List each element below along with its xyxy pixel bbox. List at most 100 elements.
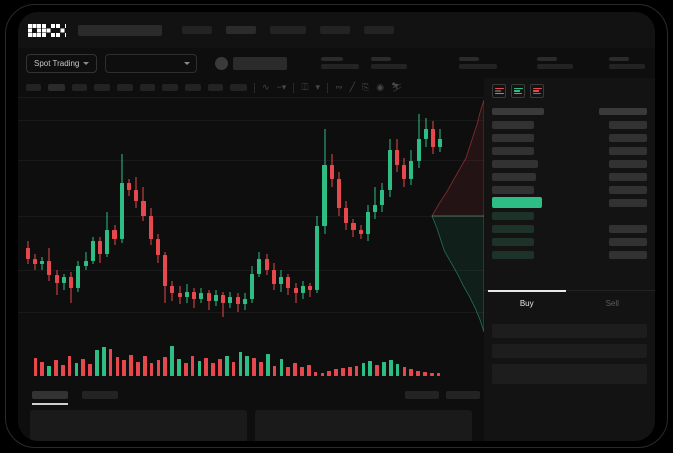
- interval-button[interactable]: [48, 84, 65, 91]
- interval-button[interactable]: [117, 84, 133, 91]
- orderbook-bids-icon[interactable]: [511, 84, 525, 98]
- candlestick: [69, 108, 74, 323]
- orderbook-both-icon[interactable]: [492, 84, 506, 98]
- candle-body: [409, 161, 414, 180]
- pair-select[interactable]: [105, 53, 198, 73]
- orders-action-button[interactable]: [405, 391, 439, 399]
- candle-body: [373, 204, 378, 212]
- volume-bar: [409, 369, 414, 376]
- orderbook-price-cell: [492, 146, 534, 155]
- orderbook-row[interactable]: [492, 144, 647, 157]
- orderbook-row[interactable]: [492, 170, 647, 183]
- avatar[interactable]: [215, 56, 229, 70]
- nav-item[interactable]: [226, 26, 256, 34]
- interval-button[interactable]: [208, 84, 223, 91]
- volume-bar: [115, 357, 120, 376]
- buy-sell-tabs: Buy Sell: [484, 290, 655, 316]
- orders-action-button[interactable]: [446, 391, 480, 399]
- orderbook-row[interactable]: [492, 209, 647, 222]
- tab-buy[interactable]: Buy: [484, 290, 570, 316]
- chevron-down-icon: [184, 61, 191, 65]
- orderbook-row[interactable]: [492, 157, 647, 170]
- nav-item[interactable]: [182, 26, 212, 34]
- candle-body: [293, 288, 298, 294]
- orderbook-row[interactable]: [492, 131, 647, 144]
- chevron-down-icon[interactable]: ▾: [315, 82, 321, 92]
- camera-icon[interactable]: ⎘: [362, 82, 370, 92]
- tab-orders-active[interactable]: [32, 391, 68, 405]
- bottom-panel-left[interactable]: [30, 410, 247, 441]
- toolbar-divider: [327, 82, 329, 93]
- okx-logo-icon: [28, 23, 66, 37]
- candle-body: [177, 293, 182, 298]
- interval-button[interactable]: [162, 84, 178, 91]
- orderbook-row[interactable]: [492, 105, 647, 118]
- volume-bar: [47, 366, 51, 376]
- orderbook-price-cell: [492, 108, 544, 115]
- orderbook-size-cell: [599, 108, 647, 115]
- candlestick: [170, 108, 175, 323]
- candlestick: [423, 108, 428, 323]
- candlestick: [257, 108, 262, 323]
- volume-bar: [388, 360, 393, 376]
- interval-button[interactable]: [185, 84, 201, 91]
- candle-body: [423, 128, 428, 140]
- okx-logo[interactable]: [28, 23, 66, 37]
- volume-bar: [204, 358, 209, 376]
- orderbook-row[interactable]: [492, 183, 647, 196]
- tab-orders-inactive[interactable]: [82, 391, 118, 399]
- candle-body: [98, 240, 103, 254]
- candlestick: [308, 108, 313, 323]
- settings-icon[interactable]: ◉: [376, 82, 385, 92]
- candle-body: [213, 295, 218, 301]
- orderbook-size-cell: [609, 172, 647, 181]
- candle-body: [40, 260, 45, 265]
- orderbook[interactable]: [484, 103, 655, 261]
- order-price-field[interactable]: [492, 324, 647, 338]
- orderbook-asks-icon[interactable]: [530, 84, 544, 98]
- order-total-field[interactable]: [492, 364, 647, 384]
- orderbook-last-price-row[interactable]: [492, 196, 647, 209]
- interval-button[interactable]: [94, 84, 110, 91]
- candlestick: [271, 108, 276, 323]
- interval-button[interactable]: [72, 84, 87, 91]
- candlestick: [286, 108, 291, 323]
- volume-bar: [341, 368, 345, 376]
- indicators-icon[interactable]: ∿: [262, 82, 270, 92]
- interval-button[interactable]: [26, 84, 41, 91]
- trading-mode-selector[interactable]: Spot Trading: [26, 53, 98, 73]
- fullscreen-icon[interactable]: ⛷: [391, 82, 403, 92]
- interval-button[interactable]: [140, 84, 155, 91]
- candle-body: [387, 150, 392, 191]
- chart-type-icon[interactable]: ⎅: [301, 82, 309, 92]
- orderbook-row[interactable]: [492, 235, 647, 248]
- candlestick: [90, 108, 95, 323]
- price-chart[interactable]: [18, 98, 484, 340]
- compare-icon[interactable]: −▾: [276, 82, 287, 92]
- orderbook-row[interactable]: [492, 248, 647, 261]
- interval-button[interactable]: [230, 84, 247, 91]
- nav-item[interactable]: [364, 26, 394, 34]
- bottom-panel-right[interactable]: [255, 410, 472, 441]
- trading-mode-label: Spot Trading: [34, 58, 80, 68]
- candlestick: [380, 108, 385, 323]
- candle-body: [416, 139, 421, 162]
- line-chart-icon[interactable]: ∾: [335, 82, 343, 92]
- volume-bar: [416, 371, 420, 376]
- volume-bar: [88, 364, 92, 376]
- volume-bar: [402, 367, 407, 376]
- candlestick: [329, 108, 334, 323]
- nav-item[interactable]: [320, 26, 350, 34]
- bottom-panels: [18, 410, 484, 441]
- search-input[interactable]: [78, 24, 162, 36]
- order-amount-field[interactable]: [492, 344, 647, 358]
- candle-body: [257, 259, 262, 274]
- orderbook-row[interactable]: [492, 118, 647, 131]
- volume-bar: [286, 367, 291, 376]
- orderbook-row[interactable]: [492, 222, 647, 235]
- nav-item[interactable]: [270, 26, 306, 34]
- tab-sell[interactable]: Sell: [570, 291, 656, 316]
- candle-wick: [374, 186, 376, 220]
- candle-body: [336, 179, 342, 209]
- drawing-icon[interactable]: ╱: [349, 82, 356, 92]
